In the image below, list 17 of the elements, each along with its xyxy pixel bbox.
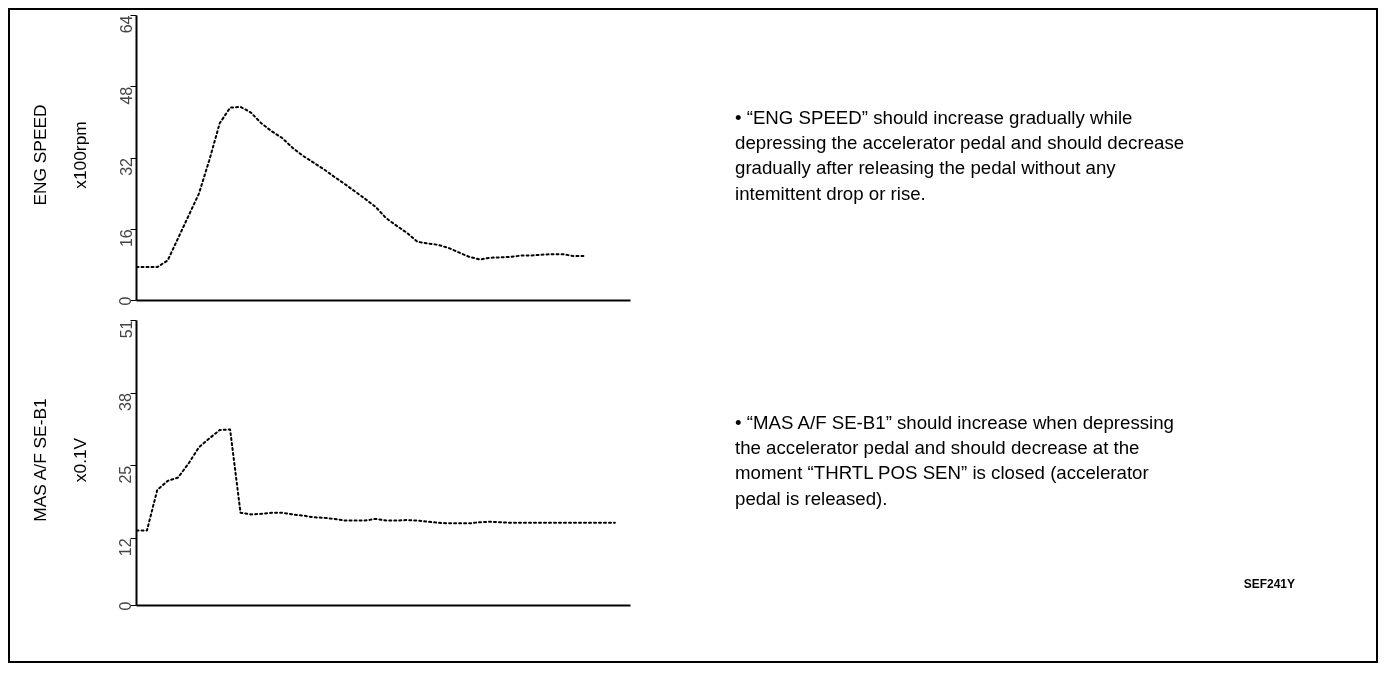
- y-tick-label: 0: [117, 601, 135, 611]
- text: x0.1V: [68, 437, 91, 483]
- y-tick-label: 51: [117, 320, 135, 339]
- y-axis-title: MAS A/F SE-B1: [28, 398, 51, 522]
- y-tick-label: 64: [117, 15, 135, 34]
- text: x100rpm: [68, 121, 91, 189]
- y-tick-label: 16: [117, 229, 135, 248]
- y-tick-label: 12: [117, 538, 135, 557]
- y-tick-label: 48: [117, 86, 135, 105]
- y-axis-title: ENG SPEED: [28, 104, 51, 206]
- text: • “MAS A/F SE-B1” should increase when depressing the accelerator pedal and should decrease at the moment “THRTL POS SEN” is closed (accelerator pedal is released).: [735, 411, 1175, 511]
- y-tick-label: 0: [117, 296, 135, 306]
- y-tick-label: 25: [117, 465, 135, 484]
- y-tick-label: 38: [117, 393, 135, 411]
- text: SEF241Y: [1243, 575, 1295, 593]
- y-tick-label: 32: [117, 157, 135, 176]
- text: • “ENG SPEED” should increase gradually while depressing the accelerator pedal and should decrease gradually after releasing the pedal without any intemittent drop or rise.: [735, 106, 1186, 206]
